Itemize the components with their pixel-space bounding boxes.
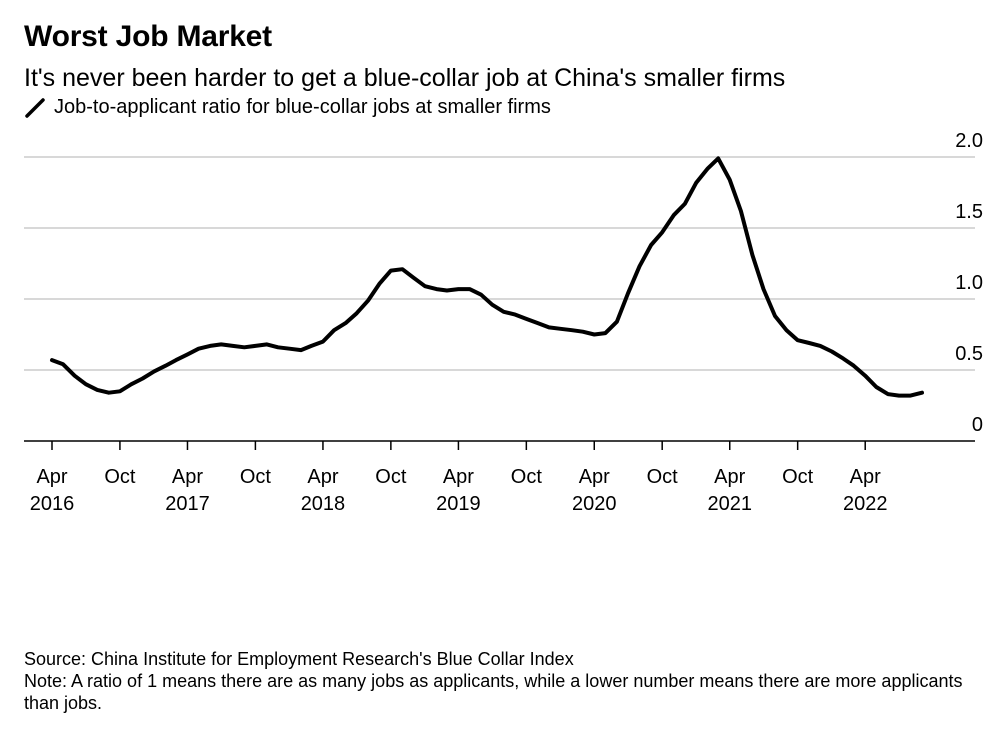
legend: Job-to-applicant ratio for blue-collar j… [24, 96, 551, 119]
x-tick-label: Oct [782, 466, 814, 488]
explanatory-note: Note: A ratio of 1 means there are as ma… [24, 671, 963, 713]
x-tick-year-label: 2021 [707, 493, 752, 515]
line-swatch-icon [25, 97, 45, 118]
x-tick-label: Oct [104, 466, 136, 488]
x-tick-label: Oct [647, 466, 679, 488]
x-tick-label: Oct [511, 466, 543, 488]
x-tick-label: Apr [850, 466, 881, 488]
x-tick-label: Oct [240, 466, 272, 488]
x-tick-label: Apr [36, 466, 67, 488]
x-tick-year-label: 2018 [301, 493, 346, 515]
x-tick-year-label: 2019 [436, 493, 481, 515]
x-tick-year-label: 2017 [165, 493, 210, 515]
x-tick-label: Apr [172, 466, 203, 488]
y-tick-label: 1.5 [955, 201, 983, 223]
x-tick-year-label: 2020 [572, 493, 617, 515]
x-tick-year-label: 2022 [843, 493, 888, 515]
chart-title: Worst Job Market [24, 20, 272, 53]
x-tick-label: Apr [307, 466, 338, 488]
legend-label: Job-to-applicant ratio for blue-collar j… [54, 96, 551, 118]
x-tick-label: Apr [714, 466, 745, 488]
footer: Source: China Institute for Employment R… [24, 648, 984, 714]
y-tick-label: 2.0 [955, 130, 983, 152]
chart-subtitle: It's never been harder to get a blue-col… [24, 64, 786, 92]
line-chart: 0 0.5 1.0 1.5 2.0 Apr 2016 Oct Apr 2017 Oct Apr 2018… [24, 130, 983, 515]
y-tick-label: 1.0 [955, 272, 983, 294]
series-line [50, 156, 924, 398]
x-tick-label: Apr [579, 466, 610, 488]
y-tick-label: 0 [972, 414, 983, 436]
x-tick-year-label: 2016 [30, 493, 75, 515]
x-tick-label: Oct [375, 466, 407, 488]
y-tick-label: 0.5 [955, 343, 983, 365]
x-tick-label: Apr [443, 466, 474, 488]
source-note: Source: China Institute for Employment R… [24, 649, 574, 669]
